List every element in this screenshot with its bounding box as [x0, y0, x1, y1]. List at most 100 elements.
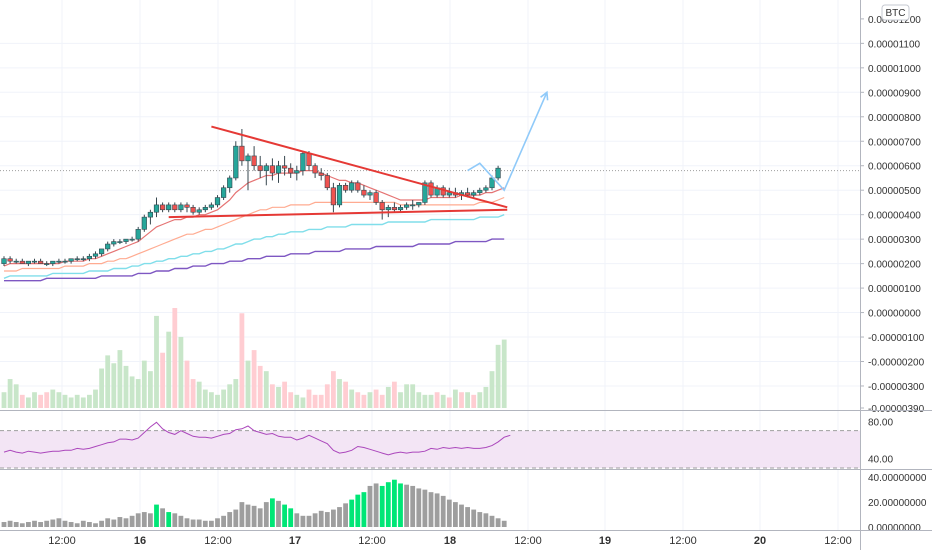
candle-body[interactable] — [403, 204, 410, 208]
candle-body[interactable] — [312, 165, 318, 174]
candle-body[interactable] — [105, 243, 111, 250]
candle-body[interactable] — [92, 253, 99, 257]
candle-body[interactable] — [416, 202, 422, 206]
candle-body[interactable] — [361, 189, 367, 196]
rsi-line — [3, 421, 511, 456]
candle-body[interactable] — [330, 187, 337, 206]
projection-path[interactable] — [467, 91, 548, 192]
candle-body[interactable] — [318, 172, 324, 176]
candle-body[interactable] — [111, 241, 117, 245]
candle-body[interactable] — [202, 207, 208, 211]
volume-bar — [306, 389, 312, 408]
volume-bar — [251, 350, 257, 408]
candle-body[interactable] — [62, 260, 68, 263]
candle-body[interactable] — [208, 204, 215, 208]
candle-body[interactable] — [257, 165, 263, 171]
candle-body[interactable] — [269, 165, 276, 174]
candle-body[interactable] — [446, 192, 452, 196]
drawing-layer[interactable] — [168, 90, 549, 219]
candle-body[interactable] — [153, 204, 160, 213]
candle-body[interactable] — [464, 192, 471, 196]
upper-trendline[interactable] — [211, 125, 508, 209]
volume-bar — [343, 381, 348, 408]
candle-body[interactable] — [306, 153, 312, 167]
candle-body[interactable] — [288, 167, 294, 174]
candle-body[interactable] — [160, 204, 166, 211]
candle-body[interactable] — [422, 182, 428, 203]
candle-body[interactable] — [471, 192, 477, 196]
candle-body[interactable] — [489, 177, 495, 189]
candle-body[interactable] — [275, 165, 282, 174]
candle-body[interactable] — [117, 241, 123, 243]
candle-body[interactable] — [349, 182, 355, 191]
candle-body[interactable] — [233, 145, 239, 179]
candle-body[interactable] — [397, 207, 404, 211]
price-tick-label: 0.00000700 — [868, 137, 921, 148]
candle-body[interactable] — [477, 189, 483, 193]
candle-body[interactable] — [25, 260, 32, 264]
candle-body[interactable] — [294, 170, 300, 174]
volume-bar — [501, 339, 507, 408]
candle-body[interactable] — [31, 260, 38, 263]
candle-body[interactable] — [44, 263, 50, 265]
candle-body[interactable] — [300, 153, 306, 171]
currency-badge[interactable]: BTC — [881, 4, 910, 21]
time-tick-label: 16 — [134, 535, 146, 547]
candle-body[interactable] — [1, 258, 7, 264]
candle-body[interactable] — [281, 165, 288, 169]
candle-body[interactable] — [74, 258, 80, 261]
candle-body[interactable] — [147, 211, 154, 218]
candle-body[interactable] — [336, 185, 343, 206]
candle-body[interactable] — [324, 175, 330, 189]
candle-body[interactable] — [214, 197, 221, 206]
candle-body[interactable] — [355, 182, 361, 191]
candle-body[interactable] — [80, 258, 86, 261]
candle-body[interactable] — [495, 167, 501, 179]
candle-body[interactable] — [123, 238, 129, 242]
candle-body[interactable] — [379, 202, 385, 211]
currency-badge-box — [881, 4, 910, 21]
candle-body[interactable] — [56, 260, 62, 263]
candle-body[interactable] — [172, 204, 178, 211]
candle-body[interactable] — [245, 155, 251, 162]
candle-body[interactable] — [99, 248, 105, 255]
candle-body[interactable] — [221, 187, 227, 198]
candle-body[interactable] — [483, 187, 489, 191]
candle-body[interactable] — [13, 260, 19, 263]
candle-body[interactable] — [251, 155, 257, 167]
candle-body[interactable] — [410, 204, 416, 207]
volume-bar — [26, 397, 31, 408]
candle-body[interactable] — [184, 204, 190, 208]
hist-bar — [477, 512, 483, 527]
candle-body[interactable] — [7, 258, 13, 262]
candle-body[interactable] — [239, 145, 245, 162]
candle-body[interactable] — [166, 204, 172, 211]
candle-body[interactable] — [373, 192, 379, 203]
volume-bar — [184, 360, 190, 408]
candle-body[interactable] — [190, 207, 196, 213]
candle-body[interactable] — [37, 260, 44, 264]
candle-body[interactable] — [19, 260, 25, 264]
candle-body[interactable] — [135, 229, 141, 240]
candle-body[interactable] — [86, 255, 92, 260]
candle-body[interactable] — [129, 238, 135, 241]
candle-body[interactable] — [342, 185, 349, 191]
candle-body[interactable] — [196, 209, 202, 213]
volume-bar — [239, 313, 245, 408]
candle-body[interactable] — [50, 260, 56, 264]
candle-body[interactable] — [68, 258, 74, 262]
volume-bar — [74, 394, 80, 408]
candle-body[interactable] — [263, 165, 269, 171]
candle-body[interactable] — [227, 177, 233, 189]
candle-body[interactable] — [367, 192, 373, 196]
hist-bar — [306, 515, 312, 527]
candle-body[interactable] — [141, 216, 147, 230]
candle-body[interactable] — [385, 207, 391, 211]
hist-bar — [74, 523, 80, 527]
candle-layer[interactable] — [1, 129, 501, 267]
candle-body[interactable] — [178, 204, 184, 211]
volume-layer — [1, 308, 507, 408]
lower-trendline[interactable] — [168, 208, 508, 219]
candle-body[interactable] — [391, 207, 398, 211]
candle-body[interactable] — [428, 182, 434, 196]
